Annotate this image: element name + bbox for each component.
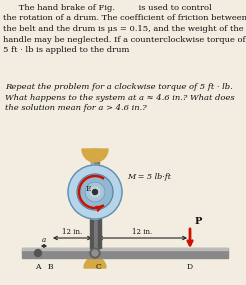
- Bar: [91, 149, 99, 248]
- Bar: [22, 248, 228, 258]
- Text: P: P: [195, 217, 202, 227]
- Bar: [90, 216, 93, 248]
- Circle shape: [90, 248, 100, 258]
- Text: The hand brake of Fig.         is used to control: The hand brake of Fig. is used to contro…: [3, 4, 212, 12]
- Text: a: a: [42, 236, 46, 244]
- Circle shape: [92, 190, 97, 194]
- Text: M = 5 lb·ft: M = 5 lb·ft: [127, 173, 171, 181]
- Wedge shape: [84, 257, 106, 268]
- Circle shape: [68, 165, 122, 219]
- Bar: [91, 149, 93, 248]
- Text: handle may be neglected. If a counterclockwise torque of: handle may be neglected. If a counterclo…: [3, 36, 246, 44]
- Text: the solution mean for a > 4.6 in.?: the solution mean for a > 4.6 in.?: [5, 104, 147, 112]
- Circle shape: [85, 182, 105, 202]
- Circle shape: [92, 250, 98, 256]
- Text: D: D: [187, 263, 193, 271]
- Text: What happens to the system at a ≈ 4.6 in.? What does: What happens to the system at a ≈ 4.6 in…: [5, 93, 235, 101]
- Text: B: B: [47, 263, 53, 271]
- Circle shape: [34, 249, 42, 256]
- Text: C: C: [96, 263, 102, 271]
- Text: the belt and the drum is μs = 0.15, and the weight of the: the belt and the drum is μs = 0.15, and …: [3, 25, 244, 33]
- Bar: [98, 216, 101, 248]
- Text: E: E: [85, 185, 91, 193]
- Text: 5 ft · lb is applied to the drum: 5 ft · lb is applied to the drum: [3, 46, 129, 54]
- Text: 12 in.: 12 in.: [132, 228, 153, 236]
- Text: Repeat the problem for a clockwise torque of 5 ft · lb.: Repeat the problem for a clockwise torqu…: [5, 83, 233, 91]
- Circle shape: [90, 187, 100, 197]
- Bar: [22, 248, 228, 250]
- Circle shape: [77, 174, 113, 210]
- Text: A: A: [35, 263, 41, 271]
- Wedge shape: [82, 149, 108, 162]
- Text: the rotation of a drum. The coefficient of friction between: the rotation of a drum. The coefficient …: [3, 15, 246, 23]
- Text: 12 in.: 12 in.: [62, 228, 83, 236]
